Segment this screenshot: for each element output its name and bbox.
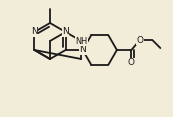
- Text: N: N: [31, 27, 38, 37]
- Text: N: N: [62, 27, 69, 37]
- Text: O: O: [136, 36, 143, 45]
- Text: O: O: [128, 58, 135, 67]
- Text: NH: NH: [75, 37, 87, 46]
- Text: N: N: [79, 46, 86, 55]
